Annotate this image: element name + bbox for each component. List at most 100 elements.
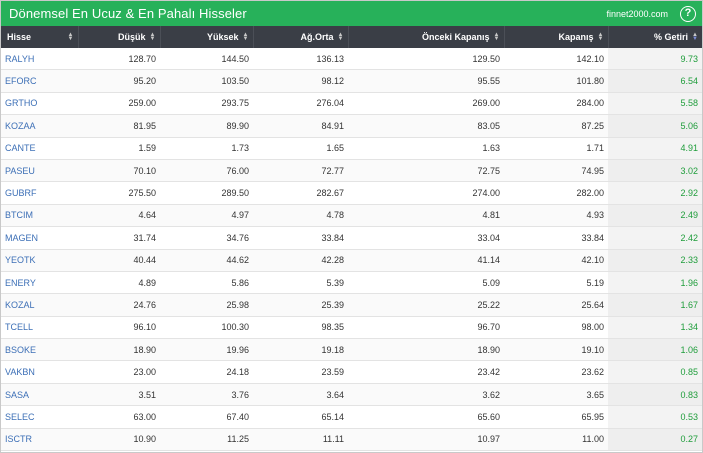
table-header-row: Hisse ▲ ▼ Düşük ▲ ▼ Yüksek ▲ ▼ <box>1 26 702 48</box>
cell-kapanis: 282.00 <box>504 181 608 205</box>
stock-symbol-link[interactable]: CANTE <box>5 143 36 154</box>
cell-dusuk: 128.70 <box>78 48 160 71</box>
cell-getiri: 1.67 <box>608 293 702 317</box>
stock-symbol-link[interactable]: PASEU <box>5 165 35 176</box>
stock-symbol-link[interactable]: VAKBN <box>5 367 35 378</box>
cell-dusuk: 10.90 <box>78 428 160 452</box>
sort-icon: ▲ ▼ <box>597 32 604 42</box>
stock-symbol-link[interactable]: ISCTR <box>5 434 32 445</box>
column-header-label: % Getiri <box>654 32 689 42</box>
table-row[interactable]: KOZAA 81.95 89.90 84.91 83.05 87.25 5.06 <box>1 114 702 138</box>
cell-agorta: 98.12 <box>253 69 348 93</box>
cell-agorta: 19.18 <box>253 338 348 362</box>
table-row[interactable]: TCELL 96.10 100.30 98.35 96.70 98.00 1.34 <box>1 316 702 340</box>
table-row[interactable]: RALYH 128.70 144.50 136.13 129.50 142.10 9.73 <box>1 48 702 71</box>
cell-hisse: KOZAL <box>1 293 78 317</box>
table-row[interactable]: CANTE 1.59 1.73 1.65 1.63 1.71 4.91 <box>1 137 702 160</box>
cell-hisse: BSOKE <box>1 338 78 362</box>
cell-dusuk: 63.00 <box>78 405 160 429</box>
sort-icon: ▲ ▼ <box>149 32 156 42</box>
stock-symbol-link[interactable]: EFORC <box>5 76 37 87</box>
cell-onceki: 23.42 <box>348 360 504 384</box>
cell-kapanis: 3.65 <box>504 383 608 407</box>
cell-kapanis: 101.80 <box>504 69 608 93</box>
cell-yuksek: 5.86 <box>160 271 253 295</box>
column-header-dusuk[interactable]: Düşük ▲ ▼ <box>78 26 161 48</box>
table-row[interactable]: ENERY 4.89 5.86 5.39 5.09 5.19 1.96 <box>1 271 702 295</box>
stock-symbol-link[interactable]: KOZAA <box>5 120 36 131</box>
table-row[interactable]: MAGEN 31.74 34.76 33.84 33.04 33.84 2.42 <box>1 226 702 250</box>
cell-onceki: 95.55 <box>348 69 504 93</box>
cell-dusuk: 18.90 <box>78 338 160 362</box>
table-row[interactable]: EFORC 95.20 103.50 98.12 95.55 101.80 6.54 <box>1 69 702 93</box>
cell-getiri: 5.06 <box>608 114 702 138</box>
table-row[interactable]: YEOTK 40.44 44.62 42.28 41.14 42.10 2.33 <box>1 249 702 272</box>
cell-agorta: 98.35 <box>253 316 348 340</box>
cell-dusuk: 31.74 <box>78 226 160 250</box>
cell-onceki: 83.05 <box>348 114 504 138</box>
cell-getiri: 0.27 <box>608 428 702 452</box>
cell-yuksek: 289.50 <box>160 181 253 205</box>
cell-onceki: 4.81 <box>348 204 504 228</box>
cell-onceki: 129.50 <box>348 48 504 71</box>
table-row[interactable]: KOZAL 24.76 25.98 25.39 25.22 25.64 1.67 <box>1 293 702 317</box>
table-row[interactable]: SASA 3.51 3.76 3.64 3.62 3.65 0.83 <box>1 383 702 407</box>
stock-symbol-link[interactable]: GRTHO <box>5 98 38 109</box>
sort-icon: ▲ ▼ <box>242 32 249 42</box>
column-header-agorta[interactable]: Ağ.Orta ▲ ▼ <box>253 26 349 48</box>
cell-yuksek: 11.25 <box>160 428 253 452</box>
cell-hisse: SELEC <box>1 405 78 429</box>
stock-symbol-link[interactable]: SASA <box>5 389 30 400</box>
cell-agorta: 11.11 <box>253 428 348 452</box>
cell-kapanis: 65.95 <box>504 405 608 429</box>
cell-hisse: KOZAA <box>1 114 78 138</box>
table-row[interactable]: BTCIM 4.64 4.97 4.78 4.81 4.93 2.49 <box>1 204 702 228</box>
cell-yuksek: 24.18 <box>160 360 253 384</box>
cell-hisse: PASEU <box>1 159 78 183</box>
column-header-onceki-kapanis[interactable]: Önceki Kapanış ▲ ▼ <box>348 26 505 48</box>
column-header-hisse[interactable]: Hisse ▲ ▼ <box>1 26 79 48</box>
cell-yuksek: 76.00 <box>160 159 253 183</box>
cell-getiri: 3.02 <box>608 159 702 183</box>
table-row[interactable]: SELEC 63.00 67.40 65.14 65.60 65.95 0.53 <box>1 405 702 429</box>
cell-onceki: 65.60 <box>348 405 504 429</box>
cell-kapanis: 142.10 <box>504 48 608 71</box>
help-icon[interactable]: ? <box>680 5 696 22</box>
stock-symbol-link[interactable]: RALYH <box>5 53 35 64</box>
stock-symbol-link[interactable]: SELEC <box>5 411 35 422</box>
cell-getiri: 9.73 <box>608 48 702 71</box>
cell-yuksek: 4.97 <box>160 204 253 228</box>
cell-dusuk: 81.95 <box>78 114 160 138</box>
column-header-kapanis[interactable]: Kapanış ▲ ▼ <box>504 26 609 48</box>
stock-symbol-link[interactable]: YEOTK <box>5 255 36 266</box>
table-row[interactable]: GUBRF 275.50 289.50 282.67 274.00 282.00 2.92 <box>1 181 702 205</box>
column-header-getiri[interactable]: % Getiri ▲ ▼ <box>608 26 702 48</box>
cell-dusuk: 3.51 <box>78 383 160 407</box>
cell-getiri: 1.06 <box>608 338 702 362</box>
table-row[interactable]: VAKBN 23.00 24.18 23.59 23.42 23.62 0.85 <box>1 360 702 384</box>
cell-agorta: 282.67 <box>253 181 348 205</box>
stock-symbol-link[interactable]: BTCIM <box>5 210 33 221</box>
stock-symbol-link[interactable]: TCELL <box>5 322 34 333</box>
table-row[interactable]: ISCTR 10.90 11.25 11.11 10.97 11.00 0.27 <box>1 428 702 452</box>
cell-hisse: RALYH <box>1 48 78 71</box>
cell-dusuk: 259.00 <box>78 92 160 116</box>
table-row[interactable]: GRTHO 259.00 293.75 276.04 269.00 284.00 5.58 <box>1 92 702 116</box>
cell-onceki: 33.04 <box>348 226 504 250</box>
cell-onceki: 25.22 <box>348 293 504 317</box>
cell-yuksek: 103.50 <box>160 69 253 93</box>
stock-symbol-link[interactable]: BSOKE <box>5 344 37 355</box>
cell-dusuk: 23.00 <box>78 360 160 384</box>
column-header-yuksek[interactable]: Yüksek ▲ ▼ <box>160 26 254 48</box>
table-body: RALYH 128.70 144.50 136.13 129.50 142.10 9.73 E… <box>1 48 702 452</box>
stock-symbol-link[interactable]: ENERY <box>5 277 36 288</box>
cell-hisse: TCELL <box>1 316 78 340</box>
stock-symbol-link[interactable]: MAGEN <box>5 232 39 243</box>
cell-yuksek: 144.50 <box>160 48 253 71</box>
cell-agorta: 5.39 <box>253 271 348 295</box>
stock-symbol-link[interactable]: GUBRF <box>5 188 37 199</box>
stock-symbol-link[interactable]: KOZAL <box>5 299 35 310</box>
table-row[interactable]: BSOKE 18.90 19.96 19.18 18.90 19.10 1.06 <box>1 338 702 362</box>
cell-getiri: 6.54 <box>608 69 702 93</box>
table-row[interactable]: PASEU 70.10 76.00 72.77 72.75 74.95 3.02 <box>1 159 702 183</box>
